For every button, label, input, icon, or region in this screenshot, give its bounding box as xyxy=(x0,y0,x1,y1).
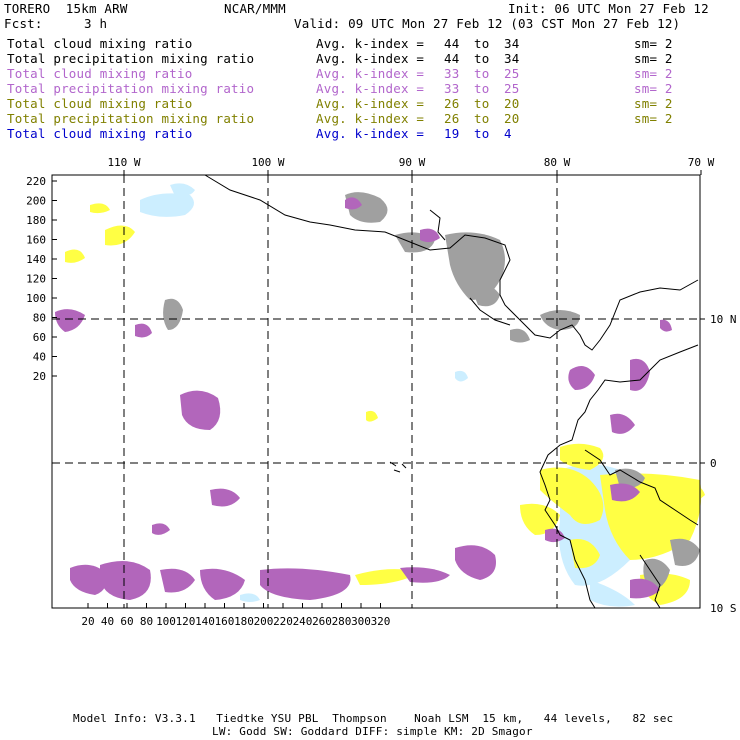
legend-to-word-0: to xyxy=(474,36,490,51)
legend-from-4: 26 xyxy=(444,96,460,111)
legend-to-5: 20 xyxy=(504,111,520,126)
legend-to-word-6: to xyxy=(474,126,490,141)
legend-from-3: 33 xyxy=(444,81,460,96)
x-tick-label: 100 xyxy=(156,615,176,628)
x-tick-label: 260 xyxy=(312,615,332,628)
legend-to-0: 34 xyxy=(504,36,520,51)
lon-label-100w: 100 W xyxy=(251,156,284,169)
y-tick-label: 120 xyxy=(26,273,46,286)
legend-field-1: Total precipitation mixing ratio xyxy=(7,51,255,66)
x-tick-label: 300 xyxy=(351,615,371,628)
y-tick-label: 160 xyxy=(26,234,46,247)
legend-sm-0: sm= 2 xyxy=(634,36,673,51)
y-tick-label: 180 xyxy=(26,214,46,227)
legend-to-3: 25 xyxy=(504,81,520,96)
legend-from-1: 44 xyxy=(444,51,460,66)
legend-field-4: Total cloud mixing ratio xyxy=(7,96,193,111)
top-lon-ticks xyxy=(123,170,702,175)
y-tick-label: 220 xyxy=(26,175,46,188)
x-tick-label: 160 xyxy=(215,615,235,628)
legend-field-6: Total cloud mixing ratio xyxy=(7,126,193,141)
legend-field-3: Total precipitation mixing ratio xyxy=(7,81,255,96)
legend-to-word-4: to xyxy=(474,96,490,111)
x-tick-label: 180 xyxy=(234,615,254,628)
yellow-field xyxy=(65,203,705,605)
lon-label-90w: 90 W xyxy=(399,156,426,169)
legend-sm-1: sm= 2 xyxy=(634,51,673,66)
legend-sm-2: sm= 2 xyxy=(634,66,673,81)
valid-time: Valid: 09 UTC Mon 27 Feb 12 (03 CST Mon … xyxy=(294,16,681,31)
legend-sm-5: sm= 2 xyxy=(634,111,673,126)
lon-label-80w: 80 W xyxy=(544,156,571,169)
x-tick-label: 240 xyxy=(293,615,313,628)
x-tick-label: 120 xyxy=(176,615,196,628)
lon-label-70w: 70 W xyxy=(688,156,715,169)
y-tick-label: 100 xyxy=(26,292,46,305)
coastlines xyxy=(204,174,699,609)
legend-stat-2: Avg. k-index = xyxy=(316,66,425,81)
legend-stat-0: Avg. k-index = xyxy=(316,36,425,51)
lat-label-10s: 10 S xyxy=(710,602,737,615)
legend-sm-3: sm= 2 xyxy=(634,81,673,96)
legend-stat-4: Avg. k-index = xyxy=(316,96,425,111)
light-blue-field xyxy=(140,183,644,607)
x-tick-label: 80 xyxy=(140,615,153,628)
map-frame xyxy=(51,174,701,609)
forecast-label: Fcst: xyxy=(4,16,43,31)
legend-to-6: 4 xyxy=(504,126,512,141)
model-info-line1: Model Info: V3.3.1 Tiedtke YSU PBL Thomp… xyxy=(73,712,674,725)
x-tick-label: 40 xyxy=(101,615,114,628)
legend-to-word-2: to xyxy=(474,66,490,81)
y-tick-label: 140 xyxy=(26,253,46,266)
lon-label-110w: 110 W xyxy=(107,156,140,169)
legend-to-1: 34 xyxy=(504,51,520,66)
legend-from-0: 44 xyxy=(444,36,460,51)
legend-stat-6: Avg. k-index = xyxy=(316,126,425,141)
legend-sm-4: sm= 2 xyxy=(634,96,673,111)
x-tick-label: 20 xyxy=(81,615,94,628)
legend-field-2: Total cloud mixing ratio xyxy=(7,66,193,81)
legend-to-4: 20 xyxy=(504,96,520,111)
y-tick-label: 40 xyxy=(33,351,46,364)
model-title: TORERO 15km ARW xyxy=(4,1,128,16)
legend-to-word-5: to xyxy=(474,111,490,126)
longitude-labels: 110 W 100 W 90 W 80 W 70 W xyxy=(107,156,714,169)
legend-stat-5: Avg. k-index = xyxy=(316,111,425,126)
lat-label-0: 0 xyxy=(710,457,717,470)
legend-stat-1: Avg. k-index = xyxy=(316,51,425,66)
x-tick-label: 60 xyxy=(120,615,133,628)
organization-label: NCAR/MMM xyxy=(224,1,286,16)
legend-field-5: Total precipitation mixing ratio xyxy=(7,111,255,126)
x-tick-label: 320 xyxy=(371,615,391,628)
forecast-hour: 3 h xyxy=(84,16,108,31)
legend-to-word-1: to xyxy=(474,51,490,66)
x-axis-grid-index: 20 40 60 80 100 120 140 160 180 200 220 240 260 280 30… xyxy=(81,603,390,628)
y-tick-label: 60 xyxy=(33,331,46,344)
y-tick-label: 80 xyxy=(33,312,46,325)
y-tick-label: 20 xyxy=(33,370,46,383)
lat-lon-grid xyxy=(52,175,700,608)
legend-from-6: 19 xyxy=(444,126,460,141)
model-info-line2: LW: Godd SW: Goddard DIFF: simple KM: 2D… xyxy=(212,725,533,738)
x-tick-label: 200 xyxy=(254,615,274,628)
legend-from-5: 26 xyxy=(444,111,460,126)
y-tick-label: 200 xyxy=(26,195,46,208)
purple-field xyxy=(55,197,672,600)
legend-stat-3: Avg. k-index = xyxy=(316,81,425,96)
latitude-labels: 10 N 0 10 S xyxy=(700,313,737,615)
x-tick-label: 140 xyxy=(195,615,215,628)
lat-label-10n: 10 N xyxy=(710,313,737,326)
legend-field-0: Total cloud mixing ratio xyxy=(7,36,193,51)
init-time: Init: 06 UTC Mon 27 Feb 12 xyxy=(508,1,709,16)
legend-to-word-3: to xyxy=(474,81,490,96)
y-axis-grid-index: 220 200 180 160 140 120 100 80 60 40 20 xyxy=(26,175,57,383)
legend-from-2: 33 xyxy=(444,66,460,81)
x-tick-label: 220 xyxy=(273,615,293,628)
legend-to-2: 25 xyxy=(504,66,520,81)
x-tick-label: 280 xyxy=(332,615,352,628)
